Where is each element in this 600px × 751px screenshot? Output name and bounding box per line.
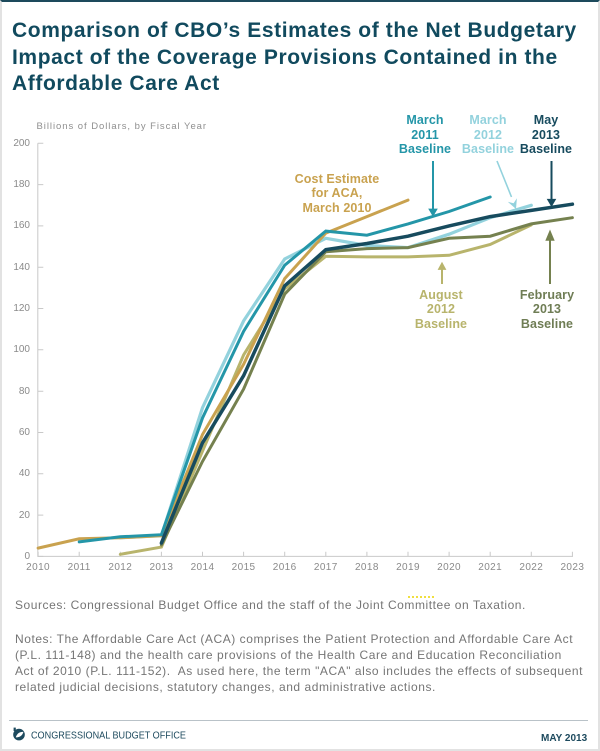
svg-text:CONGRESSIONAL BUDGET OFFICE: CONGRESSIONAL BUDGET OFFICE bbox=[31, 730, 186, 742]
